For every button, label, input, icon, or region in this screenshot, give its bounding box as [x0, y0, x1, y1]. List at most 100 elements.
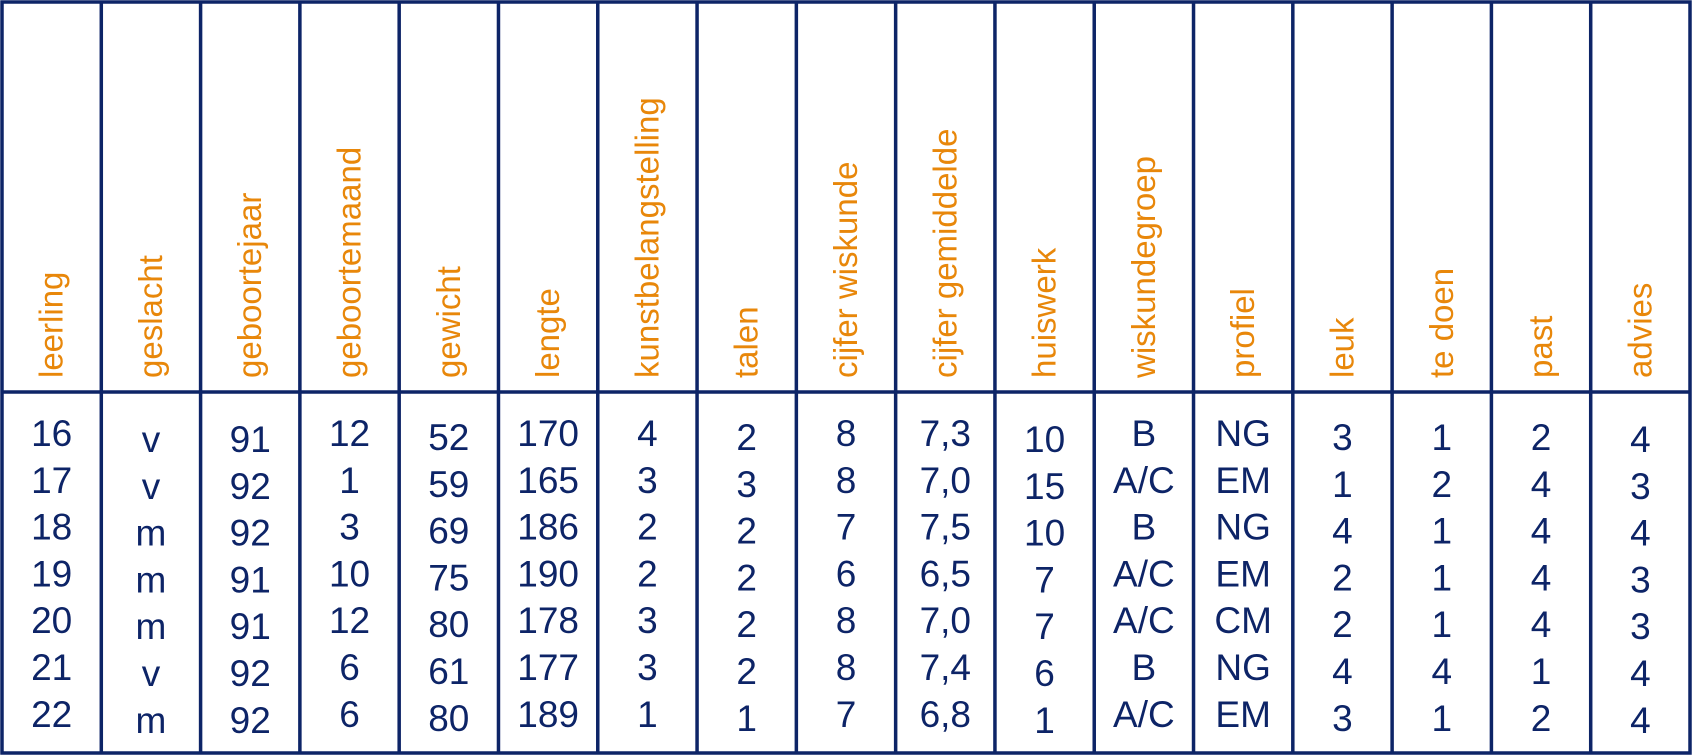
cell-value: 18	[31, 507, 72, 548]
cell-value: 4	[1332, 651, 1353, 692]
cell-value: CM	[1214, 600, 1272, 641]
cell-value: 7,0	[920, 460, 971, 501]
cell-value: 6	[1034, 653, 1055, 694]
cell-value: 1	[637, 694, 658, 735]
cell-value: A/C	[1113, 600, 1175, 641]
cell-value: 8	[836, 647, 857, 688]
cell-value: 91	[230, 606, 271, 647]
cell-value: 15	[1024, 466, 1065, 507]
cell-value: 4	[1630, 700, 1651, 741]
cell-value: 8	[836, 600, 857, 641]
column-header: wiskundegroep	[1125, 156, 1162, 379]
cell-value: v	[142, 419, 161, 460]
cell-value: 3	[736, 464, 757, 505]
cell-value: 7	[1034, 559, 1055, 600]
cell-value: 1	[736, 698, 757, 739]
cell-value: 52	[428, 417, 469, 458]
cell-value: NG	[1215, 647, 1271, 688]
cell-value: 2	[637, 553, 658, 594]
column-header: leuk	[1323, 317, 1360, 378]
cell-value: 12	[329, 413, 370, 454]
cell-value: 4	[1531, 464, 1552, 505]
cell-value: 3	[339, 507, 360, 548]
cell-value: A/C	[1113, 460, 1175, 501]
cell-value: 3	[1332, 417, 1353, 458]
cell-value: 80	[428, 698, 469, 739]
cell-value: EM	[1215, 553, 1271, 594]
cell-value: 186	[517, 507, 579, 548]
cell-value: 6	[339, 694, 360, 735]
cell-value: 8	[836, 460, 857, 501]
cell-value: B	[1132, 507, 1157, 548]
cell-value: 2	[1531, 698, 1552, 739]
cell-value: m	[136, 559, 167, 600]
cell-value: 2	[1531, 417, 1552, 458]
cell-value: 2	[736, 417, 757, 458]
cell-value: 6	[836, 553, 857, 594]
cell-value: 4	[1630, 653, 1651, 694]
column-header: gewicht	[430, 266, 467, 378]
column-header: talen	[728, 306, 765, 378]
cell-value: 69	[428, 511, 469, 552]
column-header: kunstbelangstelling	[628, 97, 665, 378]
cell-value: 92	[230, 700, 271, 741]
cell-value: 7,4	[920, 647, 971, 688]
cell-value: 80	[428, 604, 469, 645]
column-header: geboortejaar	[231, 193, 268, 378]
cell-value: 165	[517, 460, 579, 501]
cell-value: 4	[1531, 511, 1552, 552]
cell-value: 4	[1630, 419, 1651, 460]
cell-value: 4	[637, 413, 658, 454]
column-header: lengte	[529, 288, 566, 378]
cell-value: 22	[31, 694, 72, 735]
cell-value: 2	[736, 604, 757, 645]
cell-value: 16	[31, 413, 72, 454]
cell-value: v	[142, 653, 161, 694]
column-header: advies	[1621, 283, 1658, 378]
cell-value: 3	[637, 600, 658, 641]
cell-value: 190	[517, 553, 579, 594]
cell-value: 1	[1332, 464, 1353, 505]
cell-value: 12	[329, 600, 370, 641]
cell-value: 91	[230, 419, 271, 460]
cell-value: 1	[1431, 604, 1452, 645]
cell-value: 8	[836, 413, 857, 454]
cell-value: 189	[517, 694, 579, 735]
cell-value: 4	[1630, 513, 1651, 554]
cell-value: 7,3	[920, 413, 971, 454]
cell-value: 92	[230, 653, 271, 694]
column-header: profiel	[1224, 288, 1261, 378]
cell-value: 75	[428, 557, 469, 598]
cell-value: 6,5	[920, 553, 971, 594]
cell-value: 2	[1332, 557, 1353, 598]
cell-value: 1	[1431, 511, 1452, 552]
cell-value: 1	[339, 460, 360, 501]
column-header: cijfer gemiddelde	[926, 129, 963, 378]
cell-value: 4	[1531, 604, 1552, 645]
cell-value: 3	[1630, 606, 1651, 647]
cell-value: 1	[1431, 557, 1452, 598]
cell-value: 10	[1024, 513, 1065, 554]
cell-value: 3	[637, 647, 658, 688]
cell-value: 20	[31, 600, 72, 641]
cell-value: 3	[1332, 698, 1353, 739]
cell-value: 170	[517, 413, 579, 454]
cell-value: 4	[1332, 511, 1353, 552]
cell-value: 92	[230, 466, 271, 507]
cell-value: 2	[1332, 604, 1353, 645]
cell-value: EM	[1215, 694, 1271, 735]
column-header: past	[1522, 316, 1559, 378]
cell-value: 2	[637, 507, 658, 548]
cell-value: 1	[1531, 651, 1552, 692]
cell-value: 178	[517, 600, 579, 641]
cell-value: 21	[31, 647, 72, 688]
cell-value: 177	[517, 647, 579, 688]
cell-value: 7	[836, 694, 857, 735]
cell-value: A/C	[1113, 694, 1175, 735]
cell-value: 17	[31, 460, 72, 501]
cell-value: 10	[1024, 419, 1065, 460]
cell-value: 7,5	[920, 507, 971, 548]
cell-value: NG	[1215, 413, 1271, 454]
